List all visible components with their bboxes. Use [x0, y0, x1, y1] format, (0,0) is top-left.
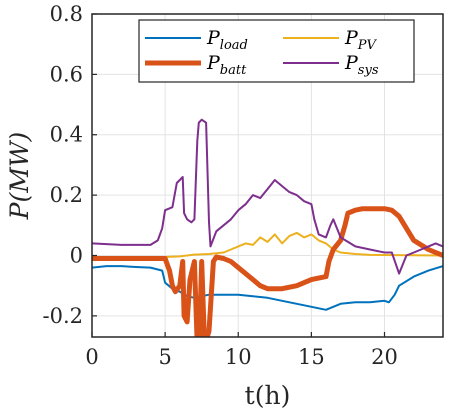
ticks: 0 5 10 15 20-0.200.20.40.60.8: [43, 2, 398, 369]
legend-label-p-load: Pload: [206, 27, 248, 53]
legend-label-p-pv: PPV: [344, 27, 378, 53]
series-line-p-load: [92, 265, 443, 311]
x-tick-label: 5: [158, 345, 171, 369]
legend-label-p-batt: Pbatt: [206, 52, 247, 78]
legend-box: [138, 19, 415, 83]
x-axis-label: t(h): [245, 381, 291, 410]
y-tick-label: -0.2: [43, 304, 84, 328]
y-axis-label: P(MW): [5, 132, 34, 221]
x-tick-label: 0: [85, 345, 98, 369]
y-tick-label: 0.6: [50, 62, 83, 86]
y-tick-label: 0.8: [50, 2, 83, 26]
legend: Pload PPV Pbatt Psys: [138, 19, 415, 83]
series-line-p-sys: [92, 118, 443, 275]
legend-label-p-sys: Psys: [344, 52, 379, 78]
y-tick-label: 0.4: [50, 123, 83, 147]
series-line-p-batt: [92, 206, 443, 337]
x-tick-label: 10: [225, 345, 252, 369]
axes-frame: [91, 13, 444, 338]
x-tick-label: 20: [371, 345, 398, 369]
x-tick-label: 15: [298, 345, 325, 369]
y-tick-label: 0.2: [50, 183, 83, 207]
series-group: [92, 118, 443, 337]
y-tick-label: 0: [70, 243, 83, 267]
